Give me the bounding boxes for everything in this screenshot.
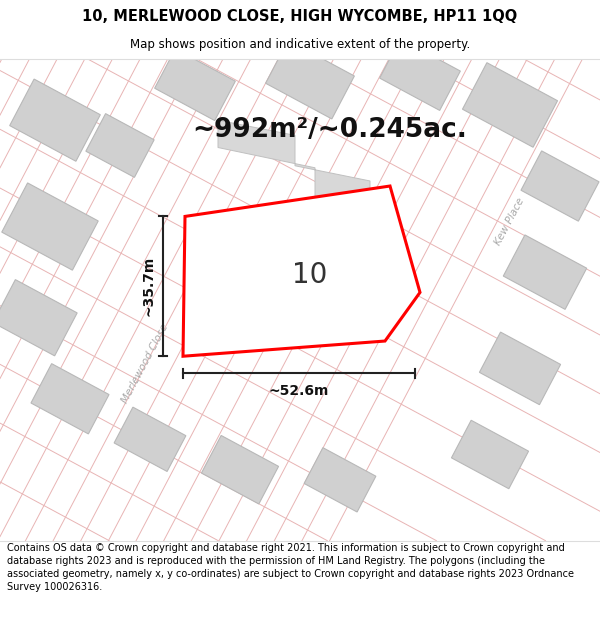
Polygon shape: [183, 186, 420, 356]
Polygon shape: [463, 62, 557, 148]
Text: Contains OS data © Crown copyright and database right 2021. This information is : Contains OS data © Crown copyright and d…: [7, 543, 574, 591]
Polygon shape: [155, 49, 235, 121]
Polygon shape: [2, 183, 98, 270]
Polygon shape: [10, 79, 100, 161]
Text: ~992m²/~0.245ac.: ~992m²/~0.245ac.: [193, 118, 467, 143]
Polygon shape: [31, 364, 109, 434]
Text: 10, MERLEWOOD CLOSE, HIGH WYCOMBE, HP11 1QQ: 10, MERLEWOOD CLOSE, HIGH WYCOMBE, HP11 …: [82, 9, 518, 24]
Text: Kew Place: Kew Place: [493, 196, 527, 247]
Polygon shape: [503, 235, 587, 309]
Polygon shape: [521, 151, 599, 221]
Text: Map shows position and indicative extent of the property.: Map shows position and indicative extent…: [130, 38, 470, 51]
Polygon shape: [202, 436, 278, 504]
Polygon shape: [479, 332, 560, 405]
Polygon shape: [218, 120, 370, 216]
Polygon shape: [304, 448, 376, 512]
Polygon shape: [86, 114, 154, 178]
Text: Merlewood Close: Merlewood Close: [120, 322, 170, 404]
Text: ~35.7m: ~35.7m: [141, 256, 155, 316]
Polygon shape: [0, 279, 77, 356]
Polygon shape: [114, 407, 186, 471]
Text: 10: 10: [292, 261, 328, 289]
Polygon shape: [380, 39, 460, 111]
Polygon shape: [451, 420, 529, 489]
Polygon shape: [266, 41, 355, 119]
Text: ~52.6m: ~52.6m: [269, 384, 329, 398]
